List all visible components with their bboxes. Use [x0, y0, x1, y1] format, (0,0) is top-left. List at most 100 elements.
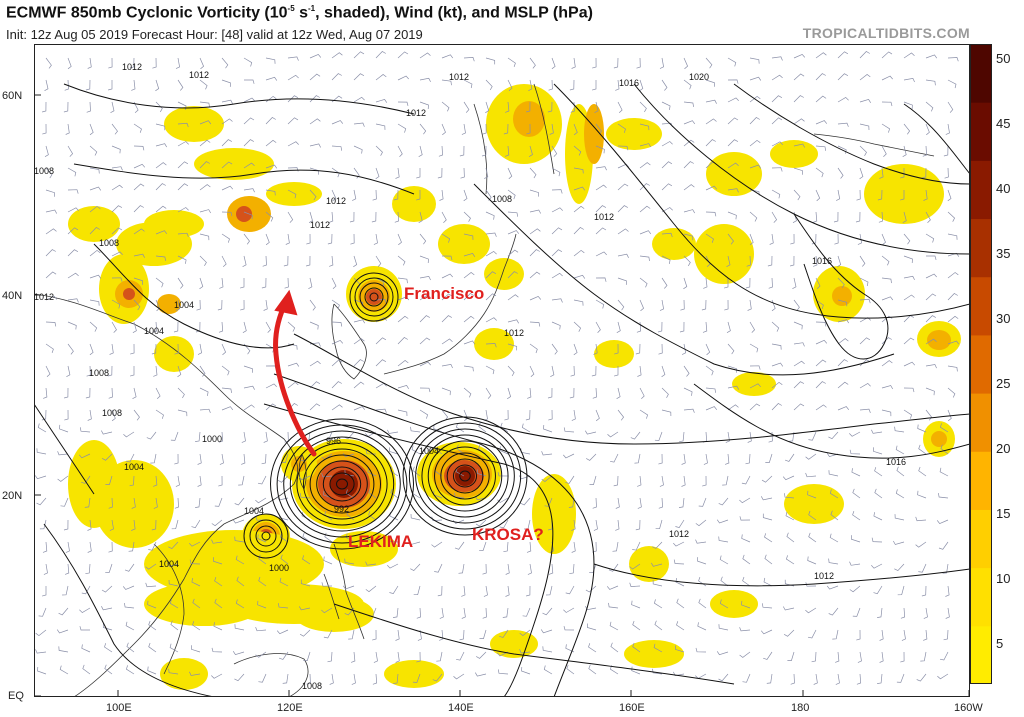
vorticity-blob: [68, 440, 120, 528]
wind-barb: [124, 602, 135, 609]
wind-barb: [287, 56, 299, 61]
isobar-francisco: [359, 282, 389, 312]
wind-barb: [353, 338, 365, 345]
wind-barb: [218, 475, 223, 487]
wind-barb: [921, 585, 927, 597]
wind-barb: [617, 145, 629, 151]
wind-barb: [214, 598, 223, 609]
wind-barb: [808, 510, 817, 521]
wind-barb: [375, 299, 387, 304]
wind-barb: [571, 541, 576, 553]
wind-barb: [133, 253, 145, 258]
title-rest: , shaded), Wind (kt), and MSLP (hPa): [315, 4, 593, 22]
wind-barb: [342, 453, 355, 458]
wind-barb: [36, 448, 47, 455]
wind-barb: [771, 167, 783, 172]
wind-barb: [727, 57, 737, 67]
wind-barb: [852, 607, 861, 617]
wind-barb: [375, 167, 380, 180]
wind-barb: [387, 537, 399, 543]
wind-barb: [166, 562, 179, 567]
wind-barb: [45, 321, 57, 327]
wind-barb: [303, 651, 311, 661]
wind-barb: [615, 79, 620, 91]
wind-barb: [211, 539, 223, 544]
wind-barb: [257, 534, 267, 543]
wind-barb: [658, 343, 663, 355]
wind-barb: [168, 541, 179, 550]
wind-barb: [345, 489, 355, 499]
wind-barb: [456, 651, 465, 661]
wind-barb: [617, 253, 629, 258]
wind-barb: [741, 475, 751, 485]
vorticity-blob: [927, 330, 951, 350]
wind-barb: [419, 409, 429, 419]
wind-barb: [387, 563, 399, 569]
wind-barb: [349, 211, 355, 223]
wind-barb: [111, 299, 121, 309]
wind-barb: [321, 582, 333, 587]
vorticity-blob: [584, 104, 604, 164]
wind-barb: [763, 577, 773, 587]
wind-barb: [569, 387, 575, 399]
wind-barb: [503, 123, 509, 135]
wind-barb: [683, 139, 695, 147]
chart-subtitle: Init: 12z Aug 05 2019 Forecast Hour: [48…: [6, 27, 423, 42]
wind-barb: [639, 101, 647, 113]
wind-barb: [815, 277, 821, 289]
wind-barb: [419, 361, 431, 367]
wind-barb: [151, 519, 157, 531]
wind-barb: [595, 145, 605, 154]
wind-barb: [526, 585, 531, 597]
wind-barb: [265, 233, 270, 246]
wind-barb: [639, 409, 649, 419]
wind-barb: [221, 185, 234, 191]
wind-barb: [815, 321, 827, 327]
wind-barb: [287, 74, 299, 81]
colorbar-frame: [970, 44, 992, 684]
wind-barb: [155, 101, 163, 113]
wind-barb: [36, 497, 47, 506]
isobar-label: 1012: [310, 220, 330, 230]
wind-barb: [521, 423, 531, 433]
wind-barb: [441, 338, 453, 345]
title-exponent: -5: [287, 4, 295, 13]
wind-barb: [441, 211, 447, 223]
wind-barb: [152, 321, 158, 333]
wind-barb: [353, 406, 366, 411]
colorbar-segment: [970, 276, 992, 336]
wind-barb: [607, 431, 619, 438]
wind-barb: [236, 576, 245, 587]
wind-barb: [542, 607, 553, 616]
wind-barb: [859, 98, 871, 103]
wind-barb: [64, 563, 70, 575]
wind-barb: [925, 101, 934, 112]
wind-barb: [749, 343, 759, 353]
wind-barb: [389, 585, 399, 595]
wind-barb: [613, 475, 619, 487]
wind-barb: [63, 519, 69, 531]
wind-barb: [191, 578, 201, 587]
wind-barb: [45, 228, 57, 235]
wind-barb: [463, 365, 474, 372]
wind-barb: [432, 673, 443, 682]
wind-barb: [594, 101, 599, 114]
wind-barb: [606, 585, 619, 590]
wind-barb: [549, 123, 554, 135]
wind-barb: [719, 599, 729, 609]
wind-barb: [353, 96, 365, 103]
wind-barb: [675, 645, 685, 653]
wind-barb: [82, 664, 91, 675]
wind-barb: [631, 666, 641, 675]
wind-barb: [697, 622, 707, 631]
wind-barb: [257, 600, 267, 609]
wind-barb: [177, 161, 189, 169]
wind-barb: [903, 52, 915, 59]
wind-barb: [617, 101, 623, 113]
wind-barb: [395, 629, 400, 641]
wind-barb: [417, 629, 422, 641]
wind-barb: [287, 321, 296, 332]
wind-barb: [441, 54, 454, 59]
wind-barb: [683, 233, 694, 241]
wind-barb: [463, 340, 476, 345]
